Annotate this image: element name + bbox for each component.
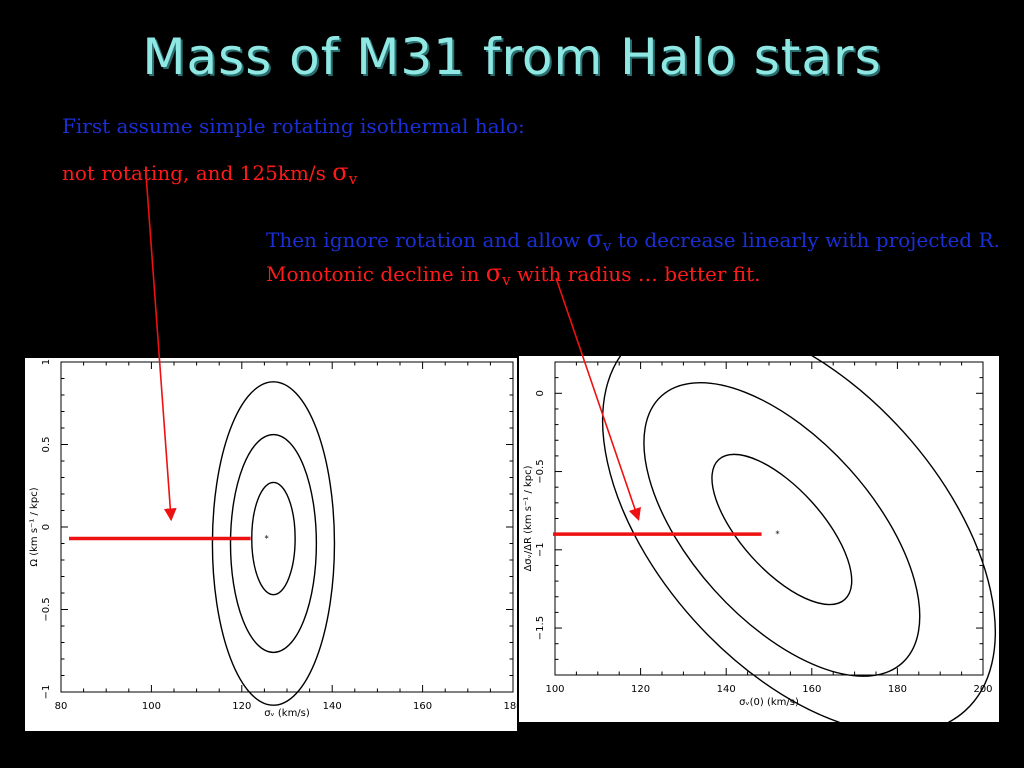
y-tick-label: −0.5 bbox=[535, 459, 546, 483]
x-tick-label: 160 bbox=[802, 684, 821, 695]
x-tick-label: 100 bbox=[142, 701, 161, 712]
slide-title: Mass of M31 from Halo stars bbox=[142, 28, 882, 86]
arrow-to-left-plot bbox=[145, 173, 177, 522]
x-tick-label: 180 bbox=[888, 684, 907, 695]
y-tick-label: 0.5 bbox=[41, 437, 52, 453]
y-tick-label: −1 bbox=[535, 542, 546, 557]
y-tick-label: −0.5 bbox=[41, 597, 52, 621]
x-tick-label: 160 bbox=[413, 701, 432, 712]
not-rotating-text: not rotating, and 125km/s bbox=[62, 161, 333, 185]
y-axis-label: Ω (km s⁻¹ / kpc) bbox=[29, 487, 40, 566]
x-axis-label: σᵥ(0) (km/s) bbox=[739, 697, 799, 708]
x-tick-label: 200 bbox=[973, 684, 992, 695]
x-tick-label: 140 bbox=[717, 684, 736, 695]
y-tick-label: 0 bbox=[41, 524, 52, 530]
y-tick-label: −1.5 bbox=[535, 616, 546, 640]
x-axis-label: σᵥ (km/s) bbox=[264, 708, 310, 719]
sigma-symbol: σ bbox=[332, 158, 349, 186]
sigma-subscript: v bbox=[502, 271, 511, 289]
confidence-contour bbox=[711, 453, 853, 606]
x-tick-label: 80 bbox=[55, 701, 68, 712]
best-fit-marker: * bbox=[265, 535, 269, 544]
confidence-contour bbox=[211, 381, 336, 706]
y-tick-label: −1 bbox=[41, 685, 52, 700]
linear-decrease-line: Then ignore rotation and allow σv to dec… bbox=[266, 225, 1000, 255]
x-tick-label: 180 bbox=[503, 701, 517, 712]
y-tick-label: 1 bbox=[41, 359, 52, 365]
not-rotating-line: not rotating, and 125km/s σv bbox=[62, 158, 357, 188]
sigma-subscript: v bbox=[603, 237, 612, 255]
left-plot-panel: 80 100 120 140 160 180 −1 −0.5 0 0.5 1 σᵥ (km/s) Ω (… bbox=[25, 358, 523, 731]
linear-decrease-text-b: to decrease linearly with projected R. bbox=[611, 228, 1000, 252]
confidence-contour bbox=[251, 481, 296, 596]
y-tick-label: 0 bbox=[535, 390, 546, 396]
intro-line: First assume simple rotating isothermal … bbox=[62, 114, 525, 138]
sigma-symbol: σ bbox=[586, 225, 604, 253]
rotation-contour-chart: 80 100 120 140 160 180 −1 −0.5 0 0.5 1 σᵥ (km/s) Ω (… bbox=[29, 359, 523, 719]
y-axis-label: Δσᵥ/ΔR (km s⁻¹ / kpc) bbox=[523, 465, 534, 571]
sigma-symbol: σ bbox=[485, 259, 503, 287]
arrow-to-right-plot bbox=[555, 277, 641, 522]
sigma-subscript: v bbox=[348, 170, 358, 188]
linear-decrease-text-a: Then ignore rotation and allow bbox=[266, 228, 587, 252]
confidence-contour bbox=[643, 382, 921, 677]
confidence-contour bbox=[229, 433, 318, 654]
monotonic-text-a: Monotonic decline in bbox=[266, 262, 486, 286]
right-plot-panel: 100 120 140 160 180 200 0 −0.5 −1 −1.5 σᵥ(0) (km/s… bbox=[519, 318, 999, 735]
x-tick-label: 120 bbox=[232, 701, 251, 712]
x-tick-label: 120 bbox=[631, 684, 650, 695]
x-tick-label: 140 bbox=[323, 701, 342, 712]
gradient-contour-chart: 100 120 140 160 180 200 0 −0.5 −1 −1.5 σᵥ(0) (km/s… bbox=[523, 318, 996, 735]
x-tick-label: 100 bbox=[545, 684, 564, 695]
best-fit-marker: * bbox=[776, 530, 780, 539]
